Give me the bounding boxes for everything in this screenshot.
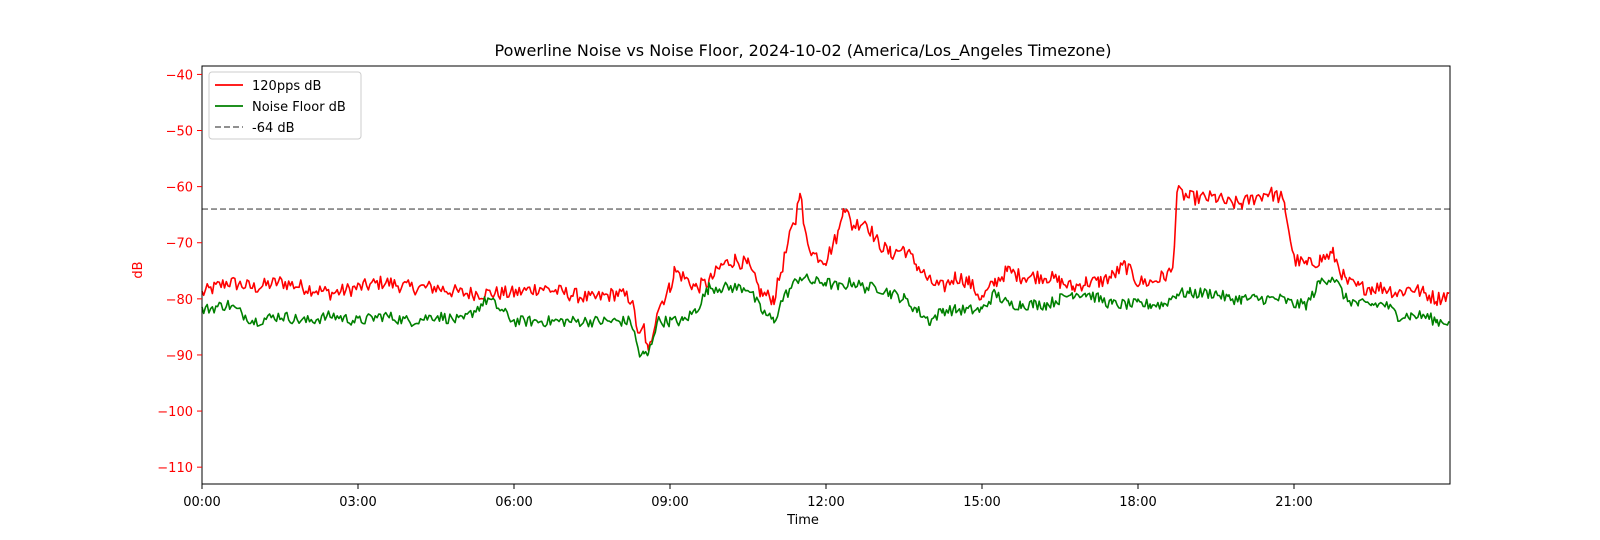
legend-label-noise-floor: Noise Floor dB bbox=[252, 100, 346, 115]
y-axis-label: dB bbox=[131, 261, 146, 278]
y-tick-label: −110 bbox=[157, 461, 193, 476]
series-line-pps bbox=[201, 185, 1450, 351]
y-tick-label: −50 bbox=[166, 125, 193, 140]
y-tick-label: −100 bbox=[157, 405, 193, 420]
series-line-noise-floor bbox=[201, 273, 1450, 358]
y-tick-label: −60 bbox=[166, 181, 193, 196]
x-tick-label: 09:00 bbox=[651, 495, 688, 510]
legend: 120pps dB Noise Floor dB -64 dB bbox=[208, 71, 362, 140]
legend-label-threshold: -64 dB bbox=[252, 121, 295, 136]
chart-title: Powerline Noise vs Noise Floor, 2024-10-… bbox=[495, 41, 1112, 61]
y-tick-label: −70 bbox=[166, 237, 193, 252]
legend-box bbox=[208, 71, 362, 140]
y-axis: −40 −50 −60 −70 −80 −90 −100 −110 bbox=[157, 68, 202, 476]
x-tick-label: 21:00 bbox=[1275, 495, 1312, 510]
x-tick-label: 00:00 bbox=[183, 495, 220, 510]
x-tick-label: 03:00 bbox=[339, 495, 376, 510]
y-tick-label: −80 bbox=[166, 293, 193, 308]
x-tick-label: 12:00 bbox=[807, 495, 844, 510]
legend-label-pps: 120pps dB bbox=[252, 79, 321, 94]
x-axis: 00:00 03:00 06:00 09:00 12:00 15:00 18:00 21:00 bbox=[183, 484, 1313, 510]
x-tick-label: 15:00 bbox=[963, 495, 1000, 510]
y-tick-label: −40 bbox=[166, 68, 193, 83]
x-tick-label: 06:00 bbox=[495, 495, 532, 510]
x-tick-label: 18:00 bbox=[1119, 495, 1156, 510]
plot-area bbox=[201, 65, 1451, 485]
x-axis-label: Time bbox=[786, 513, 819, 528]
y-tick-label: −90 bbox=[166, 349, 193, 364]
